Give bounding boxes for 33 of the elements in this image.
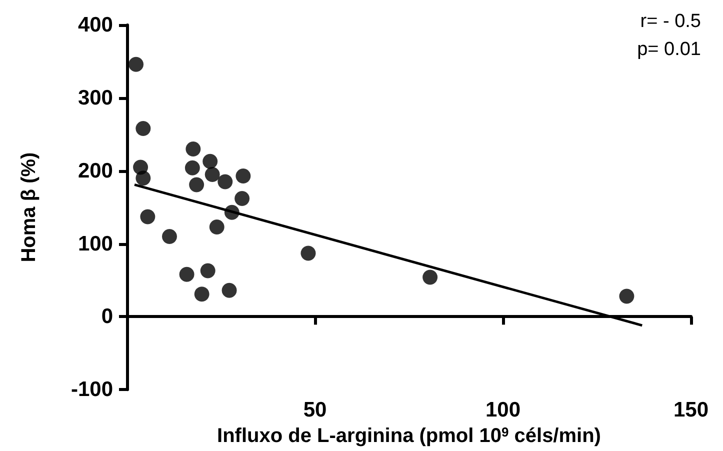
point bbox=[300, 246, 316, 261]
point bbox=[204, 166, 220, 182]
point bbox=[140, 209, 156, 224]
point bbox=[218, 174, 233, 190]
point bbox=[128, 56, 144, 72]
y-tick-label: 300 bbox=[78, 86, 113, 110]
point bbox=[179, 266, 194, 282]
point bbox=[200, 263, 216, 278]
point bbox=[234, 191, 250, 206]
x-tick-label: 50 bbox=[303, 398, 327, 422]
point bbox=[422, 270, 438, 285]
point bbox=[209, 219, 224, 234]
point bbox=[184, 160, 200, 176]
point bbox=[186, 141, 201, 156]
point bbox=[202, 154, 218, 169]
y-tick-label: 0 bbox=[101, 305, 113, 328]
y-tick-label: 200 bbox=[78, 159, 113, 182]
annotation: p= 0.01 bbox=[637, 39, 701, 60]
point bbox=[222, 282, 237, 298]
point bbox=[194, 286, 210, 302]
y-tick-label: 100 bbox=[78, 232, 113, 256]
x-tick-label: 100 bbox=[485, 398, 521, 422]
point bbox=[162, 228, 177, 244]
point bbox=[619, 288, 634, 304]
point bbox=[136, 121, 151, 136]
x-tick-label: 150 bbox=[673, 398, 709, 422]
y-axis-title: Homa β (%) bbox=[18, 152, 40, 262]
point bbox=[236, 168, 251, 184]
point bbox=[189, 177, 204, 192]
y-tick-label: 400 bbox=[78, 14, 113, 36]
annotation: r= - 0.5 bbox=[640, 11, 702, 32]
y-tick-label: -100 bbox=[70, 378, 113, 402]
point bbox=[136, 170, 151, 186]
